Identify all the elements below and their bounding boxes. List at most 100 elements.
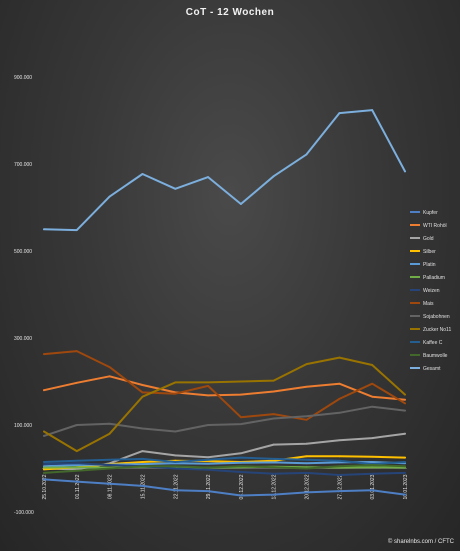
data-point <box>371 455 374 458</box>
data-point <box>371 437 374 439</box>
series-line <box>43 109 406 232</box>
data-point <box>272 379 275 382</box>
series-zucker-no11 <box>43 356 406 453</box>
y-tick-label: -100.000 <box>14 510 34 516</box>
series-mais <box>43 350 406 421</box>
legend-label: Weizen <box>423 288 440 294</box>
data-point <box>141 465 144 468</box>
data-point <box>404 409 406 412</box>
data-point <box>338 465 341 468</box>
legend-item: Kaffee C <box>410 340 443 346</box>
data-point <box>371 395 374 398</box>
data-point <box>207 462 209 465</box>
data-point <box>240 416 242 419</box>
legend-item: Sojabohnen <box>410 314 450 320</box>
data-point <box>75 462 78 465</box>
data-point <box>207 468 209 471</box>
data-point <box>371 364 374 366</box>
series-weizen <box>43 462 406 476</box>
data-point <box>272 472 275 475</box>
data-point <box>75 450 78 452</box>
series-line <box>43 462 406 476</box>
y-tick-label: 100.000 <box>14 423 32 429</box>
data-point <box>207 381 209 384</box>
data-point <box>240 452 242 455</box>
data-point <box>43 461 45 463</box>
legend-item: Gold <box>410 236 434 242</box>
data-point <box>75 229 78 232</box>
data-point <box>207 456 209 459</box>
x-tick-label: 10.01.2023 <box>403 474 409 499</box>
series-line <box>43 375 406 401</box>
series-kupfer <box>43 478 406 497</box>
x-tick-label: 01.11.2022 <box>75 474 81 499</box>
legend-label: WTI Rohöl <box>423 223 447 229</box>
data-point <box>305 491 308 494</box>
data-point <box>338 112 341 115</box>
data-point <box>240 456 242 459</box>
data-point <box>75 381 78 384</box>
plot-area <box>43 109 406 497</box>
data-point <box>43 430 45 433</box>
legend-item: Baumwolle <box>410 353 448 359</box>
data-point <box>272 461 275 464</box>
data-point <box>141 391 144 394</box>
data-point <box>108 482 111 485</box>
data-point <box>338 398 341 400</box>
data-point <box>141 173 144 175</box>
data-point <box>338 411 341 414</box>
data-point <box>240 203 242 205</box>
data-point <box>75 469 78 472</box>
data-point <box>43 434 45 437</box>
series-line <box>43 456 406 466</box>
data-point <box>108 195 111 198</box>
y-tick-label: 500.000 <box>14 249 32 255</box>
data-point <box>240 380 242 383</box>
data-point <box>174 467 177 470</box>
series-line <box>43 405 406 437</box>
data-point <box>108 422 111 425</box>
legend-label: Platin <box>423 262 436 268</box>
data-point <box>75 459 78 462</box>
data-point <box>338 490 341 493</box>
x-tick-label: 25.10.2022 <box>42 474 48 499</box>
data-point <box>371 109 374 111</box>
data-point <box>404 461 406 463</box>
data-point <box>404 432 406 435</box>
data-point <box>75 464 78 466</box>
y-tick-label: 700.000 <box>14 162 32 168</box>
data-point <box>240 494 242 497</box>
x-axis: 25.10.2022 01.11.2022 08.11.2022 15.11.2022… <box>42 474 409 499</box>
data-point <box>43 463 45 466</box>
data-point <box>141 458 144 460</box>
data-point <box>174 381 177 384</box>
data-point <box>240 471 242 473</box>
data-point <box>207 490 209 493</box>
data-point <box>305 471 308 474</box>
data-point <box>174 465 177 468</box>
data-point <box>141 384 144 386</box>
data-point <box>240 461 242 464</box>
series-gesamt <box>43 109 406 232</box>
data-point <box>141 395 144 398</box>
x-tick-label: 29.11.2022 <box>206 474 212 499</box>
data-point <box>43 478 45 481</box>
data-point <box>404 170 406 173</box>
data-point <box>404 471 406 474</box>
data-point <box>240 423 242 426</box>
legend-item: Kupfer <box>410 210 438 216</box>
data-point <box>305 418 308 421</box>
x-tick-label: 06.12.2022 <box>239 474 245 499</box>
data-point <box>207 394 209 397</box>
y-tick-label: 900.000 <box>14 75 32 81</box>
legend-label: Kupfer <box>423 210 438 216</box>
x-tick-label: 27.12.2022 <box>337 474 343 499</box>
data-point <box>43 466 45 469</box>
data-point <box>174 461 177 463</box>
data-point <box>43 468 45 471</box>
data-point <box>75 466 78 469</box>
data-point <box>43 471 45 474</box>
data-point <box>272 466 275 469</box>
data-point <box>404 493 406 496</box>
